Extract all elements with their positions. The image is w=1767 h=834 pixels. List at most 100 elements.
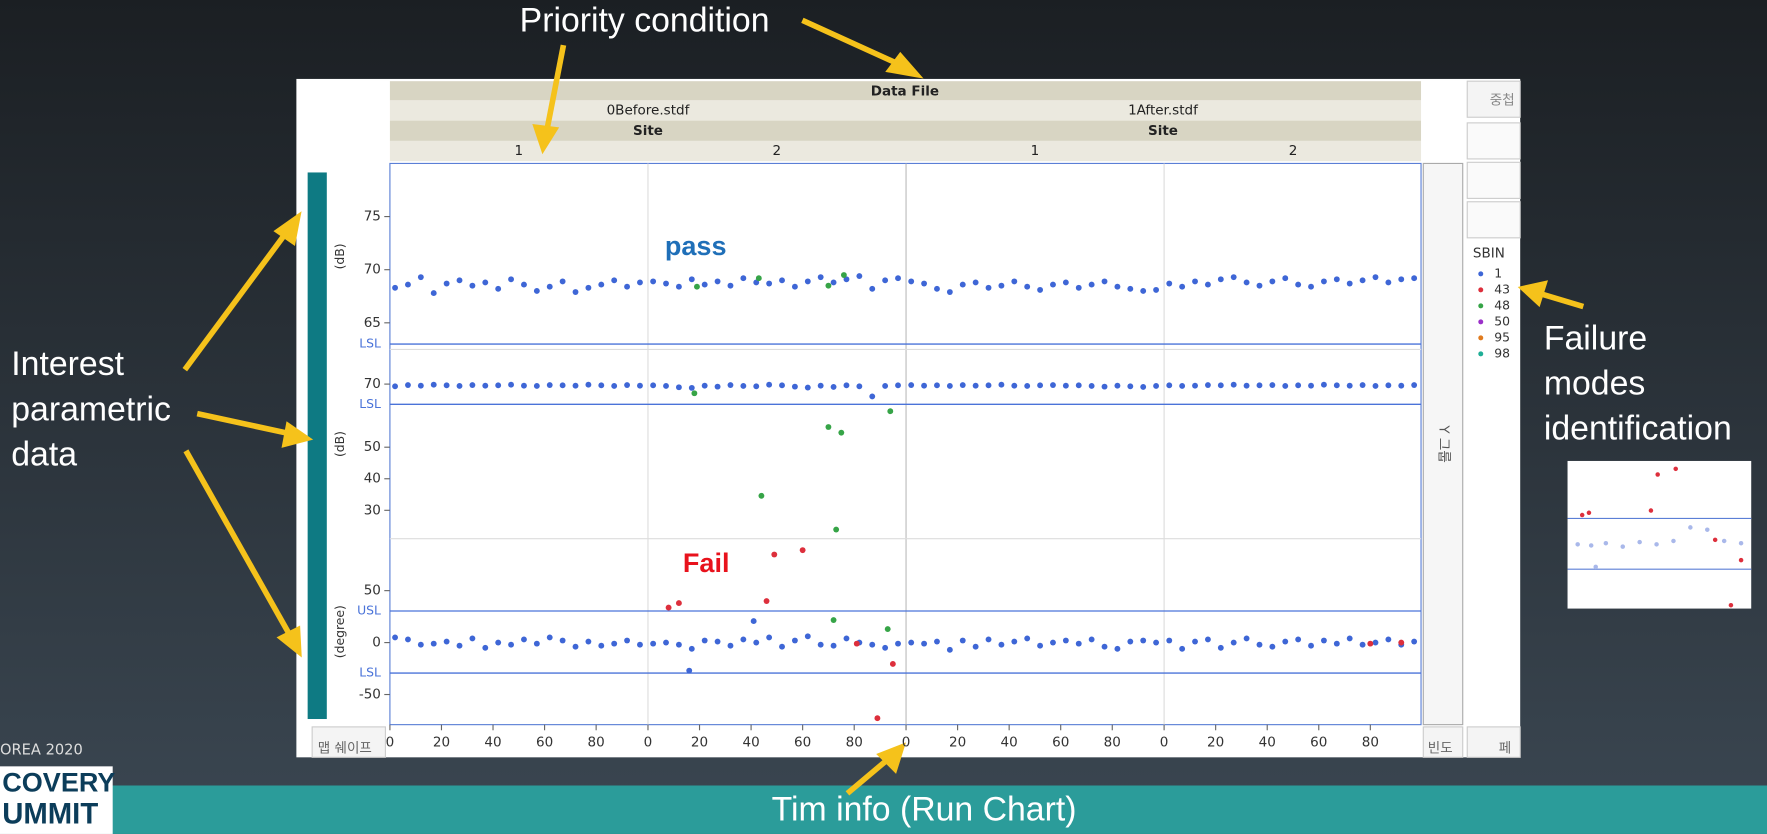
data-point [1367, 640, 1374, 647]
header-row [389, 120, 1422, 141]
data-point [521, 636, 527, 643]
data-point [972, 382, 979, 389]
data-point [985, 382, 992, 389]
legend-swatch [1478, 271, 1484, 277]
data-point [585, 381, 592, 388]
x-tick-label: 80 [1362, 735, 1379, 751]
y-axis-label: (dB) [332, 431, 347, 457]
y-tick-label: 30 [364, 502, 381, 518]
data-point [1282, 383, 1289, 389]
data-point [624, 637, 631, 644]
data-point [559, 382, 566, 389]
data-point [1230, 639, 1237, 646]
inset-dots [1575, 525, 1744, 570]
data-point [766, 381, 773, 388]
data-point [675, 600, 682, 607]
data-point [714, 278, 721, 285]
data-point [1114, 645, 1121, 652]
data-point [405, 382, 411, 388]
data-point [908, 639, 915, 646]
data-point [921, 382, 928, 389]
app-window [296, 78, 1521, 758]
data-point [1372, 383, 1379, 389]
data-point [701, 637, 708, 644]
x-tick-label: 40 [742, 735, 759, 751]
legend-swatch [1478, 335, 1484, 341]
data-point [1346, 635, 1353, 642]
header-row [389, 140, 1422, 162]
data-point [686, 667, 693, 674]
data-point [1127, 638, 1134, 645]
data-point [533, 383, 540, 389]
data-point [1217, 382, 1224, 389]
data-point [727, 642, 734, 649]
callout: Interest [11, 345, 124, 383]
button[interactable] [1466, 80, 1521, 118]
data-point [598, 281, 605, 288]
logo: COVERY [2, 768, 115, 798]
data-point [405, 636, 411, 643]
data-point [508, 276, 514, 283]
data-point [727, 382, 734, 388]
x-tick-label: 0 [644, 735, 653, 751]
data-point [934, 285, 940, 292]
spec-limit-label: LSL [359, 336, 381, 351]
data-point [688, 384, 695, 391]
x-tick-label: 0 [1160, 735, 1169, 751]
data-point [1256, 282, 1263, 289]
data-point [1398, 276, 1405, 283]
button[interactable] [1466, 161, 1521, 199]
data-point [758, 492, 765, 499]
footer-band [0, 785, 1767, 834]
data-point [817, 641, 824, 648]
data-point [1062, 637, 1069, 644]
x-tick-label: 80 [1104, 735, 1121, 751]
selection-bar [307, 172, 327, 720]
data-point [1282, 275, 1289, 282]
data-point [1346, 382, 1353, 389]
data-point [779, 277, 785, 284]
x-tick-label: 60 [536, 735, 553, 751]
callout: parametric [11, 390, 171, 428]
data-point [1140, 637, 1147, 644]
data-point [830, 384, 837, 390]
data-point [959, 637, 966, 644]
data-point [1062, 382, 1069, 389]
header-file: 0Before.stdf [607, 102, 691, 118]
legend-label: 95 [1494, 329, 1510, 344]
data-point [1037, 382, 1044, 389]
data-point [750, 618, 757, 625]
data-point [637, 382, 643, 389]
data-point [546, 634, 553, 641]
data-point [1075, 640, 1082, 647]
data-point [663, 383, 669, 389]
data-point [533, 640, 540, 647]
data-point [908, 278, 915, 285]
logo-box [0, 766, 113, 834]
button[interactable] [1466, 726, 1521, 758]
data-point [714, 638, 721, 645]
data-point [791, 383, 798, 390]
data-point [895, 275, 901, 282]
button[interactable] [1422, 726, 1464, 758]
button[interactable] [1466, 201, 1521, 239]
button[interactable] [1466, 122, 1521, 160]
y-group-panel[interactable] [1422, 162, 1464, 726]
data-point [825, 282, 832, 289]
data-point [430, 640, 437, 647]
data-point [1385, 279, 1392, 286]
button[interactable] [311, 726, 386, 758]
data-point [959, 281, 966, 288]
data-point [1153, 383, 1160, 389]
data-point [417, 382, 424, 389]
data-point [727, 282, 734, 289]
data-point [533, 288, 540, 294]
data-point [934, 382, 940, 389]
data-point [755, 275, 762, 282]
data-point [843, 635, 850, 642]
data-point [946, 289, 953, 295]
spec-limit-label: USL [357, 603, 381, 618]
legend-label: 43 [1494, 281, 1510, 296]
data-point [766, 280, 773, 287]
data-point [392, 634, 398, 641]
